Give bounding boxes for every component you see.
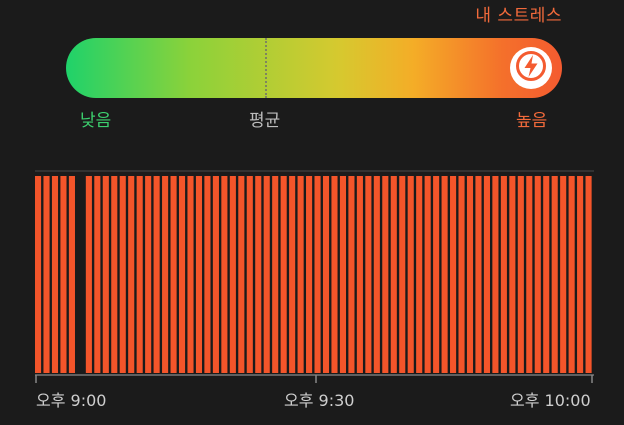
chart-bar — [263, 176, 270, 373]
chart-bar — [339, 176, 347, 373]
chart-bar — [568, 176, 575, 373]
chart-bar — [229, 176, 236, 373]
chart-bar — [382, 176, 389, 373]
chart-bar — [399, 176, 406, 373]
chart-bar — [424, 176, 431, 373]
chart-bar — [407, 176, 414, 373]
chart-bar — [85, 176, 92, 373]
chart-bar — [145, 176, 152, 373]
chart-bar — [136, 176, 143, 373]
x-tick-label-mid: 오후 9:30 — [284, 391, 354, 410]
chart-bar — [492, 176, 499, 373]
chart-bar — [306, 176, 313, 373]
chart-bar — [297, 176, 304, 373]
chart-bar — [433, 176, 440, 373]
chart-bar — [111, 176, 118, 373]
chart-bar — [153, 176, 160, 373]
chart-bar — [195, 176, 203, 373]
chart-bar — [560, 176, 567, 373]
chart-bar — [365, 176, 372, 373]
page-title: 내 스트레스 — [475, 6, 562, 26]
chart-bar — [577, 176, 584, 373]
chart-bar — [128, 176, 135, 373]
stress-gauge-bar — [66, 38, 562, 98]
chart-bar — [450, 176, 457, 373]
chart-bar — [35, 176, 42, 373]
chart-bar — [509, 176, 516, 373]
average-divider-line — [265, 38, 267, 98]
chart-bar — [526, 176, 533, 373]
chart-bar — [272, 176, 279, 373]
chart-bar — [314, 176, 321, 373]
chart-bar — [390, 176, 397, 373]
chart-bar — [43, 176, 50, 373]
x-tick-label-end: 오후 10:00 — [510, 391, 591, 410]
chart-bar — [221, 176, 228, 373]
chart-bar — [356, 176, 363, 373]
chart-bar — [68, 176, 75, 373]
chart-bar — [458, 176, 465, 373]
chart-bar — [212, 176, 219, 373]
chart-bar — [102, 176, 109, 373]
chart-bar — [280, 176, 287, 373]
chart-bar — [517, 176, 524, 373]
scale-low-label: 낮음 — [80, 111, 112, 131]
scale-high-label: 높음 — [516, 111, 548, 131]
chart-bar — [238, 176, 245, 373]
chart-bar — [585, 176, 592, 373]
chart-bar — [373, 176, 380, 373]
chart-bar — [178, 176, 186, 373]
chart-bar — [483, 176, 490, 373]
lightning-icon — [514, 49, 548, 87]
chart-bar — [441, 176, 448, 373]
chart-bar — [534, 176, 541, 373]
chart-bar — [322, 176, 330, 373]
chart-bar — [500, 176, 507, 373]
stress-level-marker — [510, 47, 552, 89]
chart-bar — [348, 176, 355, 373]
chart-bar — [94, 176, 101, 373]
x-tick-label-start: 오후 9:00 — [36, 391, 106, 410]
chart-bar — [246, 176, 253, 373]
chart-bar — [187, 176, 194, 373]
scale-average-label: 평균 — [249, 111, 281, 131]
chart-bar — [60, 176, 67, 373]
chart-bar — [170, 176, 177, 373]
chart-bar — [551, 176, 558, 373]
chart-bar — [543, 176, 550, 373]
chart-bar — [204, 176, 211, 373]
chart-bar — [255, 176, 262, 373]
chart-bar — [475, 176, 482, 373]
chart-bar — [416, 176, 423, 373]
chart-bar — [466, 176, 474, 373]
chart-bar — [51, 176, 59, 373]
chart-bar — [162, 176, 169, 373]
chart-bar — [289, 176, 296, 373]
chart-bar — [331, 176, 338, 373]
chart-bar — [119, 176, 126, 373]
